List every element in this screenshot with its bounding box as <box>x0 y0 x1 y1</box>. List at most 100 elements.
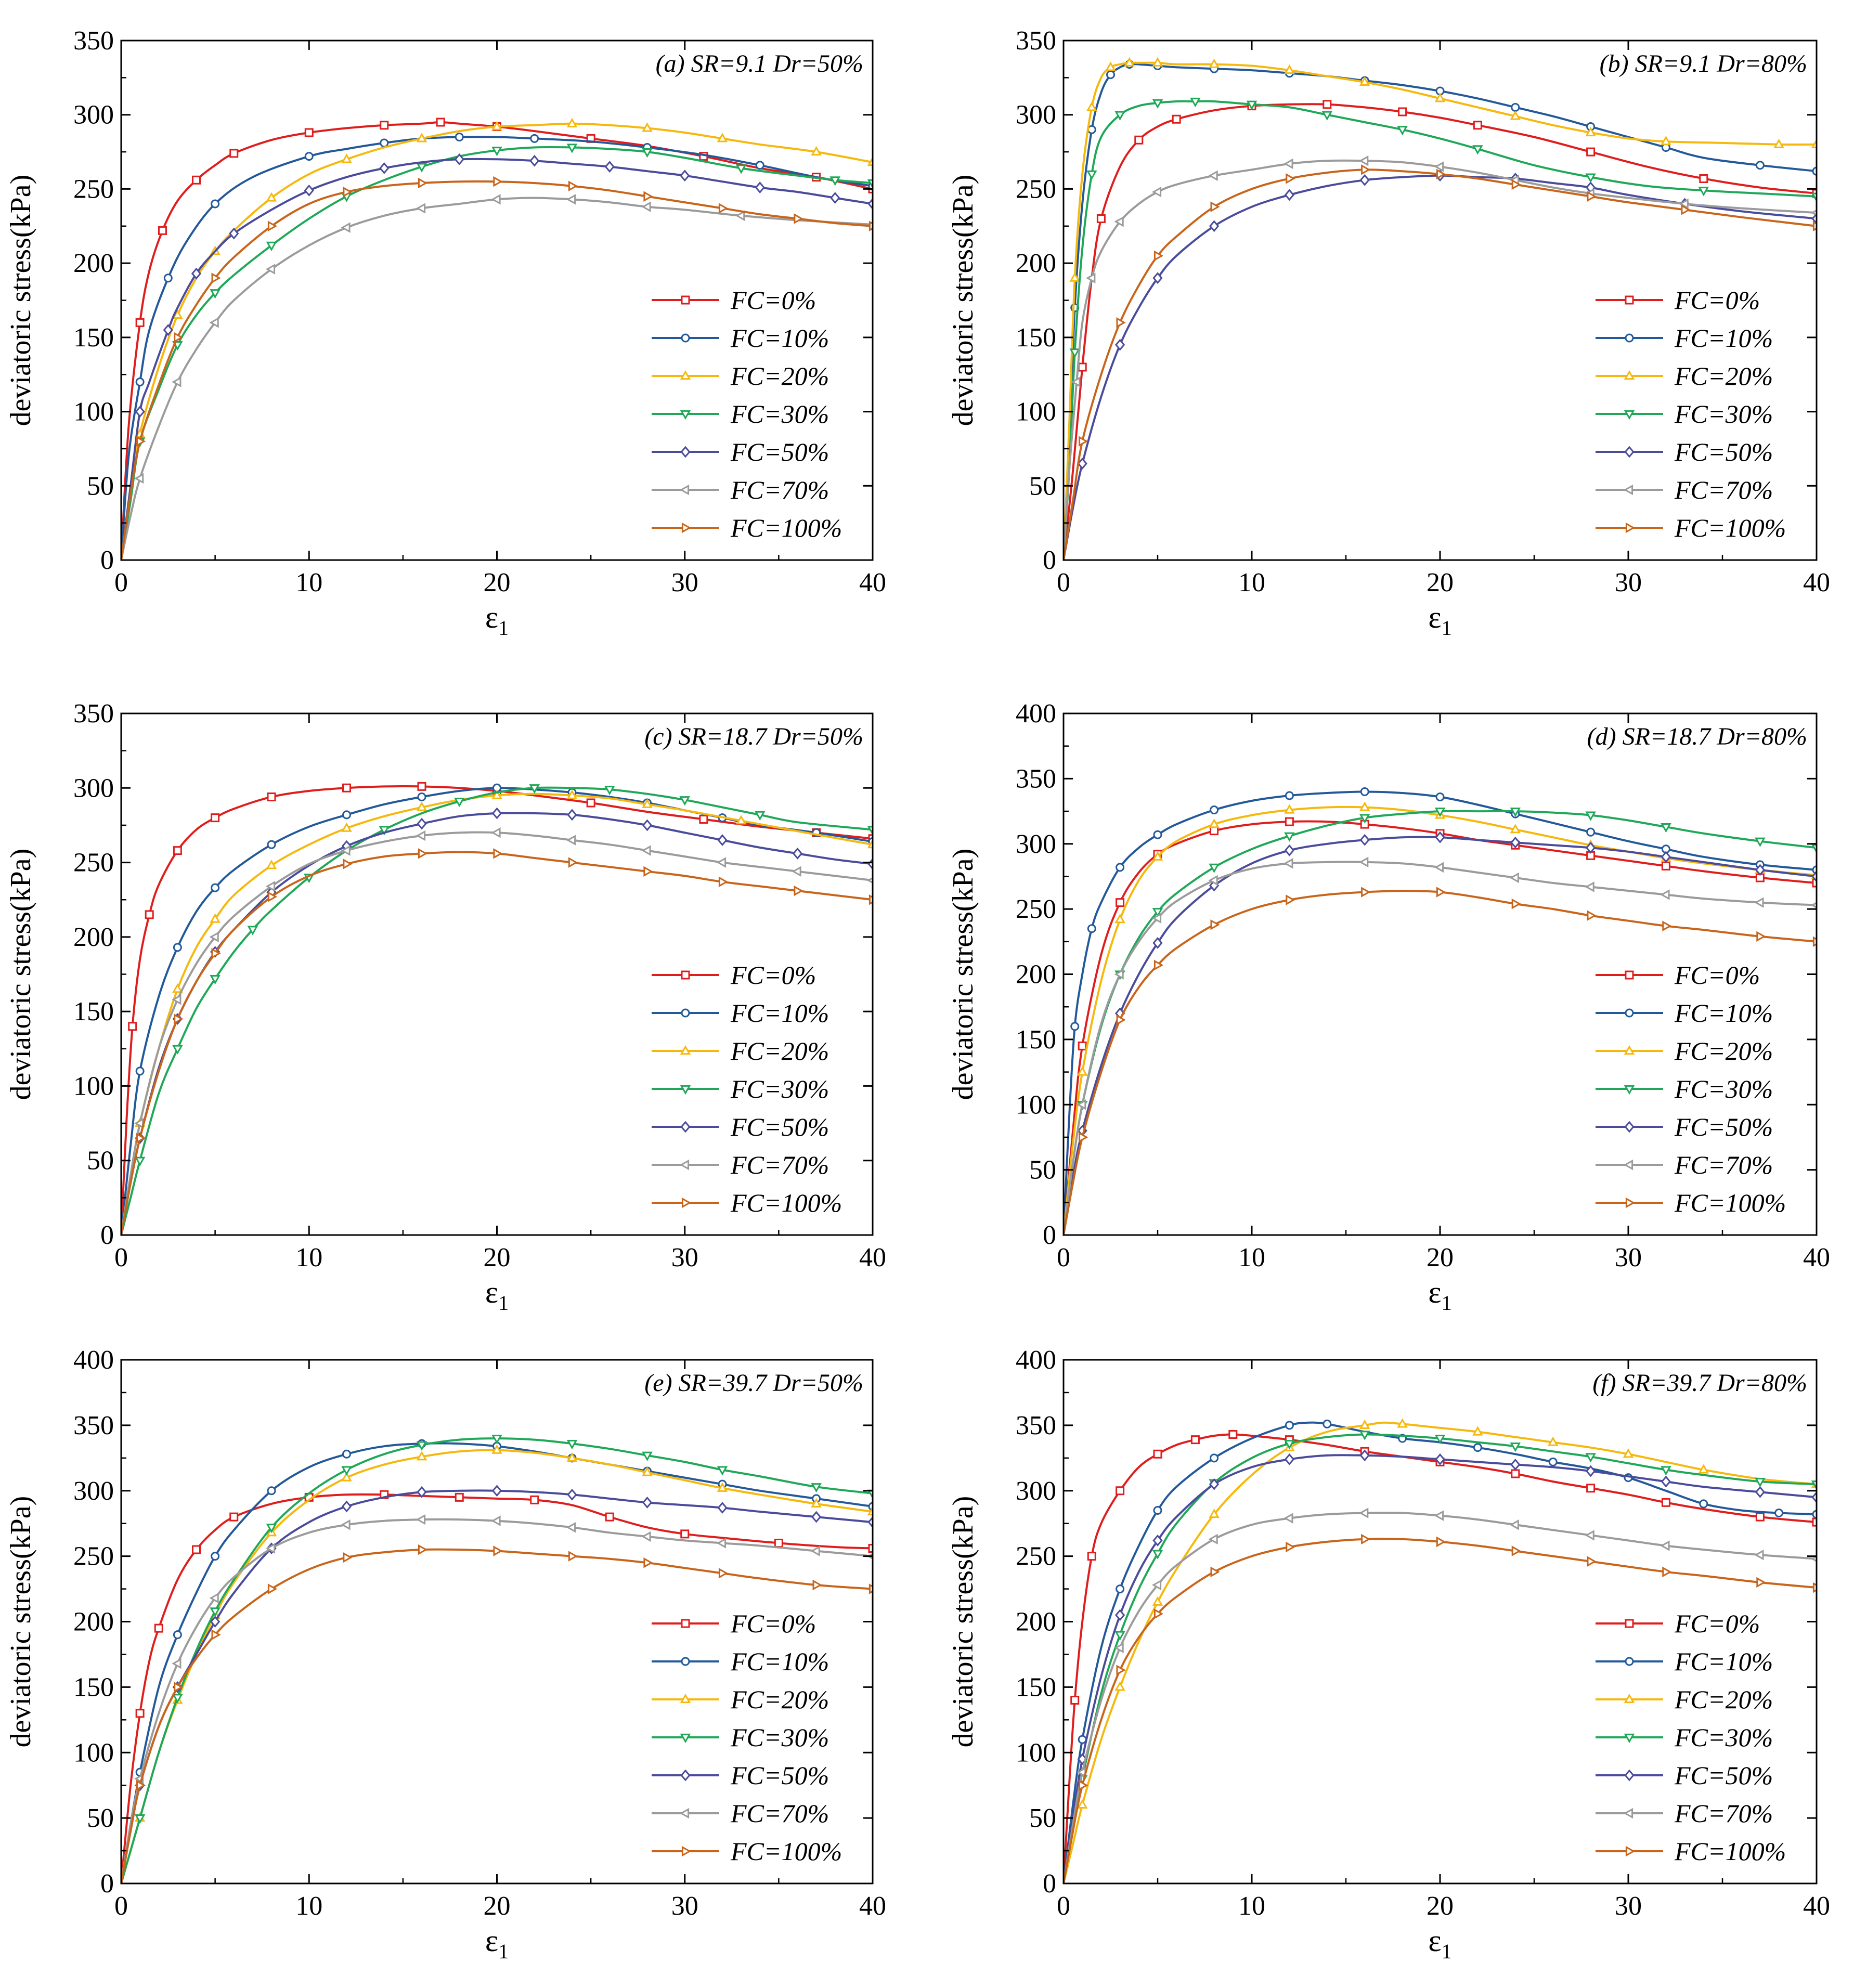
y-tick-label: 300 <box>1016 100 1056 130</box>
y-tick-label: 300 <box>1016 829 1056 859</box>
data-point <box>135 406 145 418</box>
x-tick-label: 0 <box>1057 1243 1070 1272</box>
data-point <box>1151 186 1162 198</box>
data-point <box>642 122 653 132</box>
data-point <box>1078 1041 1087 1050</box>
series-line <box>1064 820 1817 1235</box>
data-point <box>1124 57 1135 67</box>
legend-item: FC=30% <box>652 399 829 428</box>
data-point <box>491 827 501 838</box>
data-point <box>1079 1132 1088 1143</box>
data-point <box>1208 170 1218 181</box>
legend-marker <box>1625 295 1634 305</box>
data-point <box>1435 1453 1445 1465</box>
x-tick-label: 40 <box>1803 1891 1830 1921</box>
data-point <box>1114 1609 1125 1621</box>
x-tick-label: 20 <box>1427 1891 1454 1921</box>
data-point <box>1152 57 1163 67</box>
legend-marker <box>681 970 690 980</box>
series-line <box>1064 103 1817 560</box>
data-point <box>1153 250 1164 262</box>
data-point <box>1190 97 1201 108</box>
data-point <box>1152 1534 1163 1547</box>
legend-marker <box>1623 1808 1633 1819</box>
data-point <box>1585 1453 1596 1463</box>
legend-marker <box>681 333 690 343</box>
data-point <box>172 1694 183 1704</box>
data-point <box>343 1552 353 1563</box>
data-point <box>867 156 873 166</box>
legend: FC=0% FC=10% FC=20% FC=30% FC=50% FC=70% FC=10… <box>1596 285 1786 542</box>
data-point <box>566 789 578 799</box>
data-point <box>1755 837 1766 847</box>
legend-item: FC=100% <box>652 513 842 542</box>
data-point <box>718 203 729 214</box>
data-point <box>416 1514 426 1525</box>
data-point <box>343 186 353 198</box>
legend-marker <box>1623 1159 1633 1171</box>
series-fc-70 <box>1064 856 1817 1235</box>
data-point <box>641 845 651 856</box>
legend-item: FC=70% <box>652 1150 829 1179</box>
data-point <box>1812 1510 1817 1519</box>
data-point <box>1286 1541 1295 1553</box>
data-point <box>1436 887 1446 898</box>
data-point <box>1151 913 1162 924</box>
series-line <box>1064 168 1817 560</box>
y-tick-label: 250 <box>73 1542 114 1571</box>
data-point <box>211 948 221 959</box>
legend-item: FC=30% <box>1596 399 1773 428</box>
data-point <box>717 1502 728 1514</box>
data-point <box>1077 1066 1088 1076</box>
x-tick-label: 20 <box>1427 1243 1454 1272</box>
y-tick-label: 200 <box>73 922 114 952</box>
panel-title: (d) SR=18.7 Dr=80% <box>1587 723 1807 750</box>
data-point <box>811 1498 822 1508</box>
x-tick-label: 30 <box>1615 568 1642 597</box>
data-point <box>1755 864 1766 876</box>
data-point <box>1151 1579 1162 1591</box>
x-tick-label: 40 <box>859 1891 886 1921</box>
data-point <box>1210 826 1219 836</box>
data-point <box>341 845 351 856</box>
data-point <box>174 1682 184 1693</box>
series-line <box>1064 61 1817 560</box>
y-tick-label: 350 <box>73 699 114 729</box>
data-point <box>1116 1665 1126 1675</box>
legend-item: FC=10% <box>1596 323 1773 353</box>
legend-label: FC=20% <box>730 361 829 391</box>
data-point <box>163 274 173 283</box>
data-point <box>266 1524 277 1534</box>
panel-title: (b) SR=9.1 Dr=80% <box>1600 50 1807 77</box>
data-point <box>1152 1596 1163 1606</box>
data-point <box>735 815 747 825</box>
data-point <box>643 1557 653 1568</box>
legend-label: FC=30% <box>1674 1074 1773 1103</box>
data-point <box>341 1472 352 1482</box>
data-point <box>792 847 803 860</box>
data-point <box>416 801 427 811</box>
data-point <box>811 1483 822 1493</box>
data-point <box>566 118 578 127</box>
data-point <box>1285 1421 1294 1430</box>
data-point <box>209 317 219 328</box>
data-point <box>1152 851 1163 861</box>
data-point <box>604 161 615 173</box>
data-point <box>1811 192 1817 202</box>
data-point <box>1078 362 1087 372</box>
data-point <box>1359 856 1369 868</box>
x-tick-label: 0 <box>1057 568 1070 597</box>
series-line <box>1064 861 1817 1235</box>
data-point <box>1285 817 1294 826</box>
data-point <box>211 199 220 209</box>
data-point <box>1754 1549 1764 1561</box>
y-tick-label: 150 <box>1016 1672 1056 1702</box>
data-point <box>755 181 765 193</box>
data-point <box>247 926 258 935</box>
data-point <box>342 1449 351 1459</box>
series-line <box>121 146 873 560</box>
legend-label: FC=70% <box>730 1150 829 1179</box>
series-fc-0 <box>121 1490 873 1883</box>
y-tick-label: 50 <box>1029 1803 1056 1833</box>
legend-item: FC=10% <box>1596 1647 1773 1676</box>
